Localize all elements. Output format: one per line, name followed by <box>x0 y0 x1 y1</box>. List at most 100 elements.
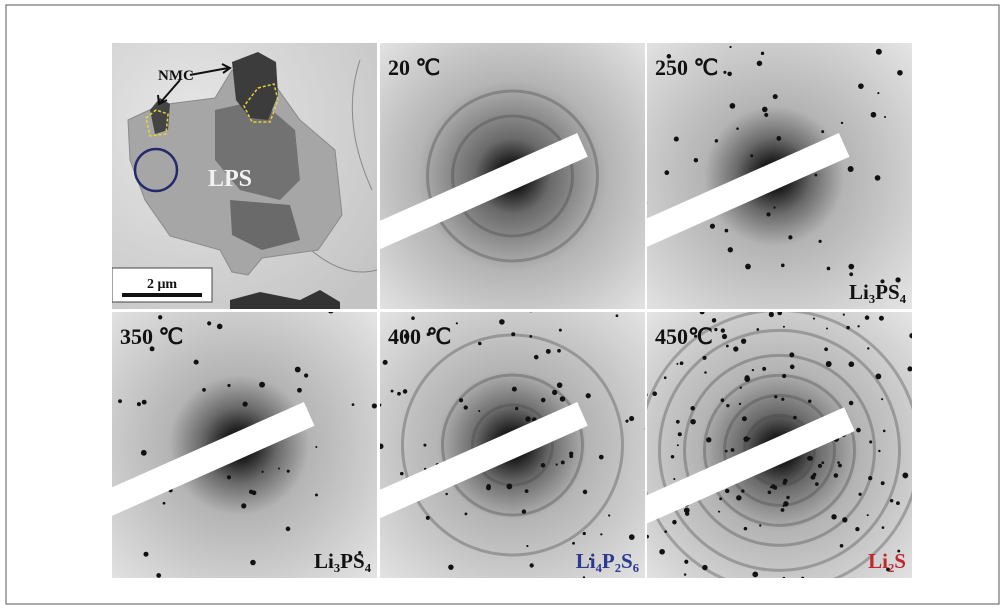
diffraction-spot <box>782 576 786 578</box>
diffraction-spot <box>721 333 728 340</box>
diffraction-spot <box>883 115 887 119</box>
diffraction-spot <box>764 112 769 117</box>
temperature-label: 250 ℃ <box>655 55 718 80</box>
diffraction-spot <box>929 230 932 233</box>
beam-stopper <box>380 132 588 250</box>
diffraction-spot <box>380 403 382 407</box>
diffraction-spot <box>756 328 760 331</box>
diffraction-spot <box>540 463 546 468</box>
diffraction-spot <box>156 573 162 578</box>
diffraction-spot <box>780 508 785 512</box>
diffraction-spot <box>745 263 751 270</box>
diffraction-spot <box>801 576 805 578</box>
diffraction-spot <box>545 348 551 354</box>
diffraction-spot <box>425 515 430 520</box>
diffraction-spot <box>724 228 729 233</box>
diffraction-spot <box>782 481 787 485</box>
diffraction-spot <box>849 272 854 277</box>
diffraction-spot <box>846 325 850 330</box>
diffraction-spot <box>782 325 785 328</box>
diffraction-spot <box>774 395 778 399</box>
diffraction-spot <box>881 526 885 529</box>
diffraction-spot <box>227 383 231 388</box>
diffraction-spot <box>448 564 454 570</box>
diffraction-spot <box>856 427 861 433</box>
beam-stopper <box>647 132 850 247</box>
diffraction-ring <box>426 89 599 263</box>
beam-stopper <box>112 401 315 516</box>
diffraction-spot <box>897 69 903 76</box>
diffraction-spot <box>521 509 527 514</box>
scale-bar-label: 2 μm <box>147 277 177 292</box>
diffraction-spot <box>714 327 718 332</box>
diffraction-spot <box>193 359 199 365</box>
diffraction-spot <box>423 443 427 447</box>
diffraction-spot <box>788 235 793 240</box>
diffraction-spot <box>740 338 747 344</box>
diffraction-spot <box>403 333 410 339</box>
diffraction-ring <box>703 373 856 527</box>
diffraction-spot <box>821 461 825 465</box>
diffraction-spot <box>569 451 574 456</box>
diffraction-spot <box>676 444 679 447</box>
diffraction-spot <box>741 416 747 422</box>
diffraction-spot <box>162 501 166 505</box>
diffraction-spot <box>315 446 318 449</box>
diffraction-spot <box>540 397 546 403</box>
diffraction-spot <box>644 427 645 430</box>
diffraction-spot <box>216 323 223 330</box>
diffraction-ring <box>658 328 901 572</box>
diffraction-spot <box>826 266 831 271</box>
diffraction-spot <box>875 373 882 380</box>
diffraction-spot <box>937 511 940 514</box>
diffraction-spot <box>675 419 680 424</box>
diffraction-spot <box>128 581 130 583</box>
diffraction-spot <box>743 526 748 531</box>
diffraction-spot <box>524 489 529 494</box>
diffraction-spot <box>886 567 890 572</box>
diffraction-spot <box>725 488 730 494</box>
diffraction-spot <box>825 361 832 367</box>
diffraction-spot <box>149 346 155 352</box>
frame <box>5 4 1000 605</box>
diffraction-spot <box>837 461 840 464</box>
diffraction-spot <box>445 492 448 496</box>
diffraction-spot <box>812 472 817 477</box>
diffraction-spot <box>666 54 672 59</box>
diffraction-spot <box>925 408 931 414</box>
diffraction-spot <box>140 449 147 456</box>
diffraction-spot <box>411 316 415 320</box>
diffraction-spot <box>294 366 301 373</box>
diffraction-spot <box>679 361 684 366</box>
diffraction-spot <box>285 526 291 532</box>
diffraction-spot <box>880 481 885 486</box>
diffraction-spot <box>402 389 408 394</box>
diffraction-spot <box>907 366 912 372</box>
diffraction-spot <box>784 9 787 12</box>
diffraction-spot <box>529 312 532 313</box>
diffraction-spot <box>248 489 254 495</box>
diffraction-spot <box>762 106 768 113</box>
diffraction-spot <box>855 526 860 532</box>
diffraction-spot <box>845 598 849 602</box>
phase-label: Li₂S <box>868 549 906 573</box>
diffraction-panel <box>380 312 645 578</box>
diffraction-spot <box>868 475 873 481</box>
diffraction-spot <box>315 493 318 497</box>
diffraction-ring <box>451 114 574 238</box>
diffraction-spot <box>358 550 362 555</box>
diffraction-spot <box>814 482 819 486</box>
diffraction-spot <box>869 440 873 444</box>
diffraction-spot <box>478 410 481 413</box>
diffraction-spot <box>463 405 468 410</box>
diffraction-spot <box>250 559 256 566</box>
diffraction-spot <box>842 517 848 523</box>
diffraction-spot <box>390 389 394 393</box>
diffraction-spot <box>783 501 789 507</box>
diffraction-spot <box>261 470 264 473</box>
diffraction-spot <box>572 541 575 545</box>
diffraction-spot <box>558 328 562 332</box>
diffraction-spot <box>727 247 734 253</box>
matrix-label: LPS <box>208 166 252 192</box>
